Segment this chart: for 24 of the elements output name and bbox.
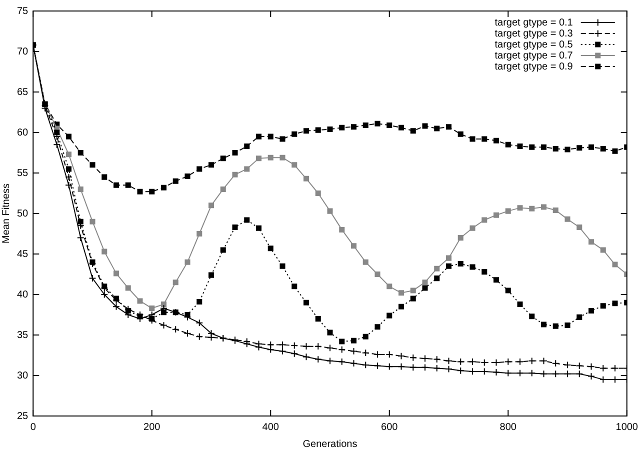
legend-label: target gtype = 0.3 [494,28,574,40]
y-tick-label: 50 [17,208,29,220]
y-tick-label: 65 [17,86,29,98]
y-tick-label: 30 [17,370,29,382]
x-tick-label: 200 [144,422,161,433]
y-tick-label: 75 [17,6,29,17]
legend-label: target gtype = 0.7 [494,50,574,62]
legend-label: target gtype = 0.9 [494,61,574,72]
x-axis-title: Generations [302,438,358,450]
x-tick-label: 400 [262,422,280,433]
y-axis-title: Mean Fitness [0,183,12,244]
legend-label: target gtype = 0.1 [494,17,574,28]
x-tick-label: 800 [500,422,517,433]
y-tick-label: 45 [17,248,29,260]
y-tick-label: 40 [17,289,29,300]
y-tick-label: 60 [17,127,29,138]
x-tick-label: 0 [30,422,36,433]
y-tick-label: 55 [17,168,29,179]
y-tick-label: 70 [17,46,29,58]
legend-label: target gtype = 0.5 [494,39,574,50]
y-tick-label: 35 [17,330,29,341]
x-tick-label: 1000 [616,422,638,433]
y-tick-label: 25 [17,410,29,422]
x-tick-label: 600 [381,422,398,433]
